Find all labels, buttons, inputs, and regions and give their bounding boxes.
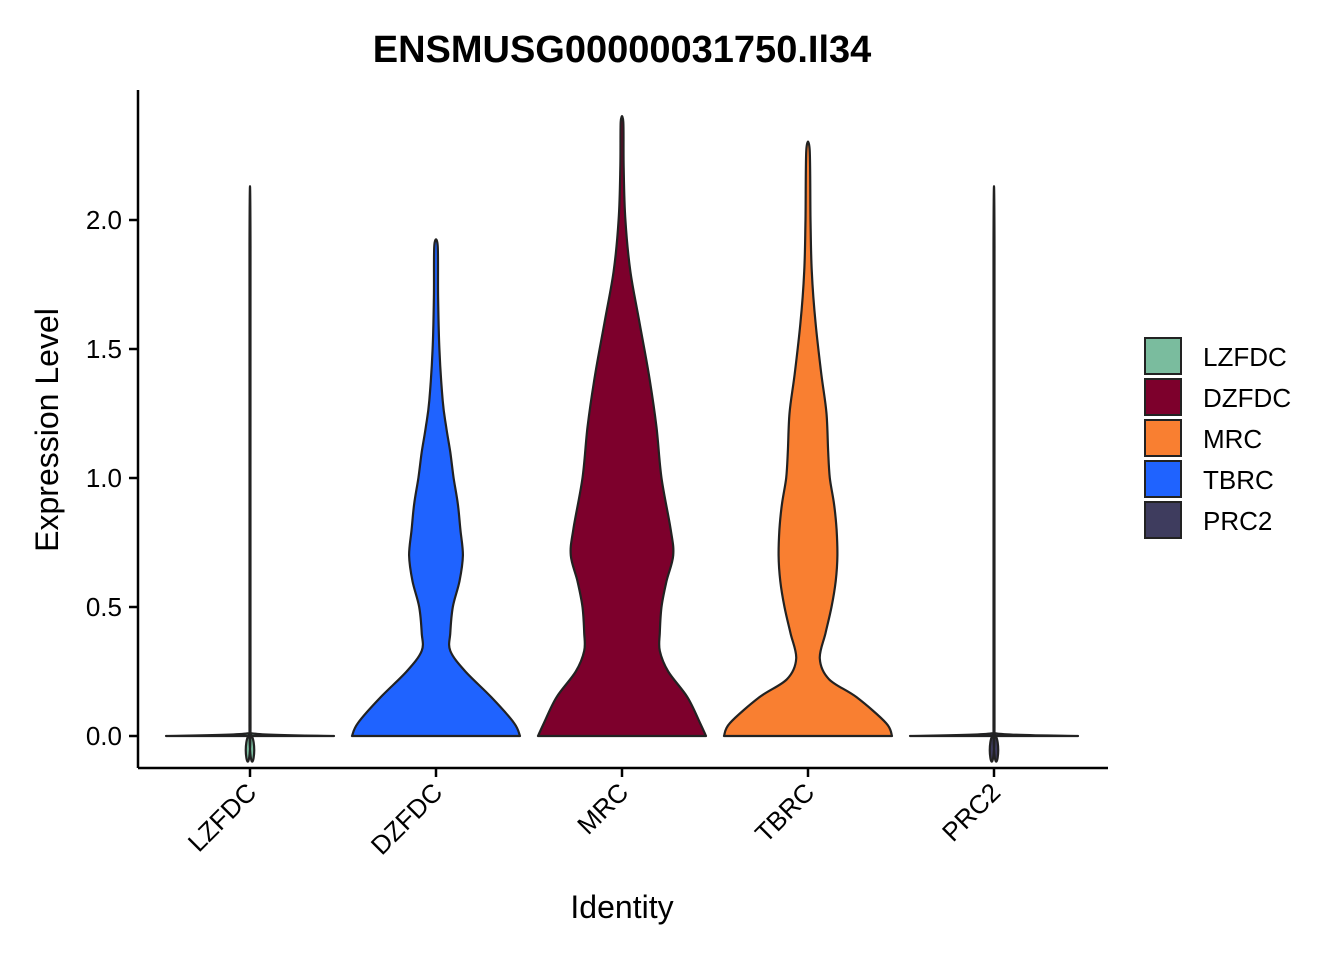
legend-swatch-dzfdc xyxy=(1144,378,1182,416)
violin-mrc xyxy=(536,115,708,738)
y-axis: 0.0 0.5 1.0 1.5 2.0 xyxy=(86,90,140,768)
x-tick-label-tbrc: TBRC xyxy=(749,777,820,848)
y-tick-label: 1.5 xyxy=(86,334,122,364)
chart-title: ENSMUSG00000031750.Il34 xyxy=(373,29,872,71)
y-tick-label: 0.5 xyxy=(86,592,122,622)
y-tick-label: 2.0 xyxy=(86,205,122,235)
legend-swatch-prc2 xyxy=(1144,501,1182,539)
x-tick-label-dzfdc: DZFDC xyxy=(365,777,449,861)
legend: LZFDC DZFDC MRC TBRC PRC2 xyxy=(1144,337,1291,539)
legend-swatch-tbrc xyxy=(1144,460,1182,498)
legend-label-mrc: MRC xyxy=(1203,424,1262,454)
x-axis-title: Identity xyxy=(570,889,673,925)
violin-lzfdc xyxy=(164,185,336,763)
legend-label-lzfdc: LZFDC xyxy=(1203,342,1287,372)
x-tick-label-mrc: MRC xyxy=(571,777,634,840)
y-tick-label: 1.0 xyxy=(86,463,122,493)
violin-dzfdc xyxy=(350,238,522,738)
legend-label-prc2: PRC2 xyxy=(1203,506,1272,536)
violin-layer xyxy=(164,115,1080,763)
legend-label-dzfdc: DZFDC xyxy=(1203,383,1291,413)
y-axis-title: Expression Level xyxy=(29,308,65,552)
x-tick-label-lzfdc: LZFDC xyxy=(182,777,262,857)
legend-swatch-mrc xyxy=(1144,419,1182,457)
y-tick-label: 0.0 xyxy=(86,721,122,751)
violin-tbrc xyxy=(722,140,894,738)
violin-prc2 xyxy=(908,185,1080,763)
x-axis: LZFDC DZFDC MRC TBRC PRC2 xyxy=(138,766,1108,861)
legend-swatch-lzfdc xyxy=(1144,337,1182,375)
legend-label-tbrc: TBRC xyxy=(1203,465,1274,495)
x-tick-label-prc2: PRC2 xyxy=(936,777,1006,847)
